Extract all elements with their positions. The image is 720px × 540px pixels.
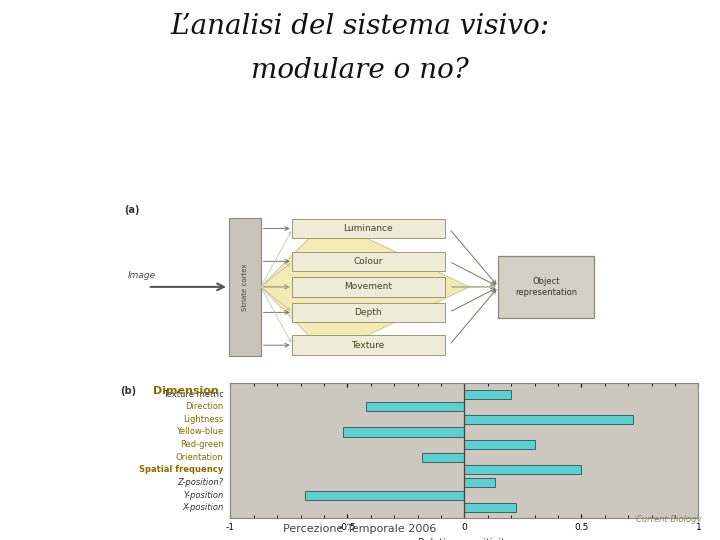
Text: Yellow-blue: Yellow-blue — [176, 428, 223, 436]
Text: Striate cortex: Striate cortex — [242, 263, 248, 310]
Text: Object
representation: Object representation — [516, 277, 577, 296]
Text: Depth: Depth — [354, 308, 382, 317]
Text: Image: Image — [127, 271, 156, 280]
Text: Dimension: Dimension — [153, 387, 218, 396]
Text: Lightness: Lightness — [183, 415, 223, 424]
Bar — [343, 428, 464, 436]
Text: Texture: Texture — [351, 341, 384, 350]
Bar — [464, 440, 534, 449]
Bar — [464, 415, 633, 424]
Text: (a): (a) — [125, 205, 140, 215]
FancyBboxPatch shape — [292, 277, 444, 296]
FancyBboxPatch shape — [498, 256, 594, 318]
Text: Movement: Movement — [344, 282, 392, 292]
FancyBboxPatch shape — [292, 219, 444, 238]
Bar — [464, 503, 516, 512]
Text: Spatial frequency: Spatial frequency — [139, 465, 223, 474]
Text: Colour: Colour — [354, 257, 383, 266]
Bar — [305, 490, 464, 500]
Text: Y-position: Y-position — [183, 491, 223, 500]
Text: Current Biology: Current Biology — [636, 515, 702, 524]
FancyBboxPatch shape — [292, 252, 444, 271]
Text: Luminance: Luminance — [343, 224, 393, 233]
Text: modulare o no?: modulare o no? — [251, 57, 469, 84]
Text: X-position: X-position — [182, 503, 223, 512]
Bar — [464, 478, 495, 487]
Text: Direction: Direction — [185, 402, 223, 411]
Text: L’analisi del sistema visivo:: L’analisi del sistema visivo: — [171, 14, 549, 40]
FancyBboxPatch shape — [229, 218, 261, 356]
Bar — [464, 389, 511, 399]
FancyBboxPatch shape — [292, 302, 444, 322]
Text: Texture metric: Texture metric — [163, 389, 223, 399]
FancyBboxPatch shape — [292, 335, 444, 355]
Text: Z-position?: Z-position? — [177, 478, 223, 487]
X-axis label: Relative sensitivity: Relative sensitivity — [418, 538, 510, 540]
Text: Red-green: Red-green — [179, 440, 223, 449]
Text: Percezione Temporale 2006: Percezione Temporale 2006 — [283, 523, 437, 534]
Bar — [422, 453, 464, 462]
Text: Orientation: Orientation — [176, 453, 223, 462]
Text: (b): (b) — [120, 387, 136, 396]
Bar — [464, 465, 582, 474]
Bar — [366, 402, 464, 411]
Polygon shape — [261, 219, 469, 354]
